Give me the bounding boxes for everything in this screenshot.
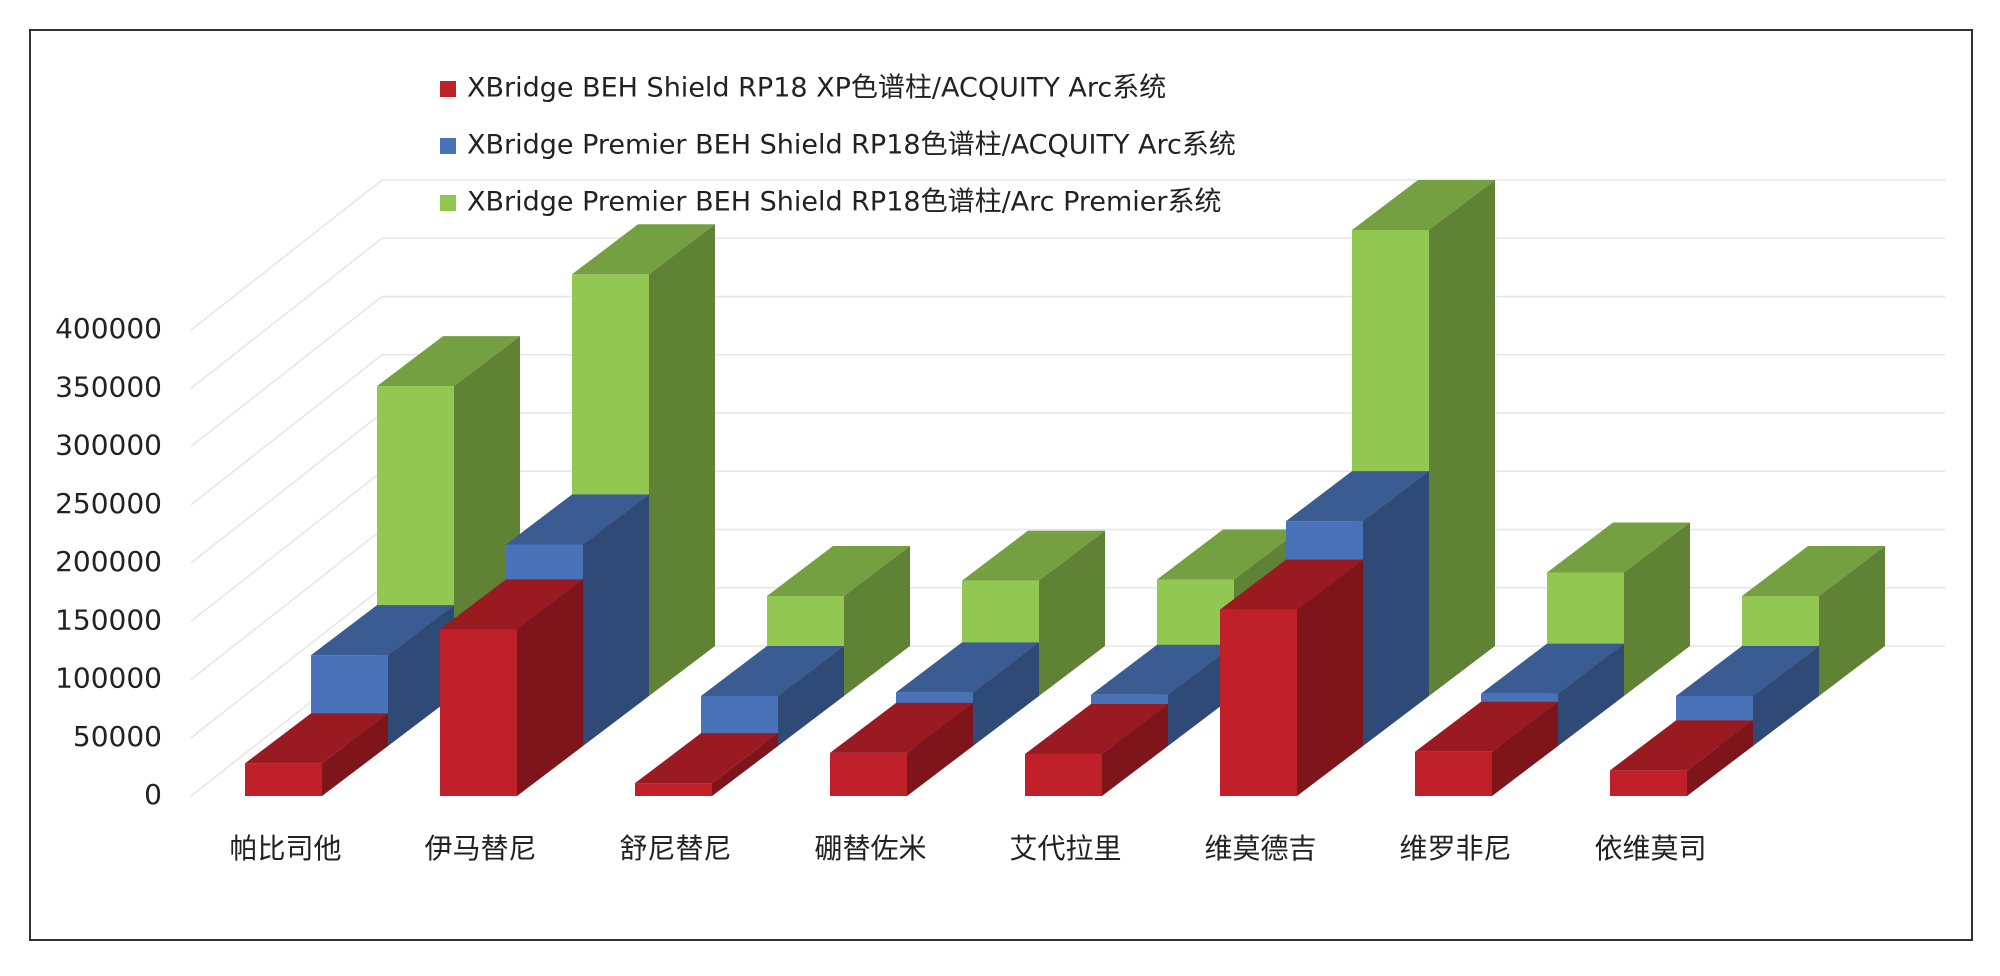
y-tick-label: 0 [144, 778, 162, 811]
bar-side [973, 642, 1039, 746]
bar [245, 713, 388, 796]
bar-side [1297, 559, 1363, 796]
bar-front [1610, 770, 1687, 796]
bar-top [1742, 546, 1885, 596]
bar-front [635, 783, 712, 796]
bar-front [830, 752, 907, 796]
bar-side [1753, 646, 1819, 746]
bar-top [830, 702, 973, 753]
bar-front [245, 763, 322, 796]
bar-side [1492, 701, 1558, 796]
bar-top [1676, 646, 1819, 696]
legend-marker [440, 195, 456, 211]
bar-top [1091, 644, 1234, 695]
x-tick-label: 维莫德吉 [1204, 832, 1316, 865]
bar-top [1157, 529, 1300, 580]
bar-side [1039, 530, 1105, 696]
bar-side [1102, 704, 1168, 796]
bar-top [245, 713, 388, 764]
x-tick-label: 硼替佐米 [814, 832, 926, 865]
legend-label: XBridge BEH Shield RP18 XP色谱柱/ACQUITY Ar… [467, 73, 1166, 104]
y-tick-label: 250000 [55, 487, 162, 520]
x-tick-label: 依维莫司 [1594, 832, 1706, 865]
bar [635, 733, 778, 796]
bar [1025, 704, 1168, 796]
bar-side [844, 546, 910, 696]
bar-side [1168, 644, 1234, 746]
bar-top [506, 494, 649, 545]
bar [1220, 559, 1363, 796]
bar-top [377, 336, 520, 387]
bar-top [767, 546, 910, 596]
y-tick-label: 100000 [55, 662, 162, 695]
bar-side [1819, 546, 1885, 696]
x-tick-label: 艾代拉里 [1009, 832, 1121, 865]
bar-side [907, 702, 973, 796]
bar-side [1558, 643, 1624, 746]
bar-side [778, 646, 844, 746]
bar-top [440, 579, 583, 630]
bar-side [1429, 180, 1495, 696]
bar-top [1286, 471, 1429, 522]
bar-front [440, 629, 517, 796]
y-tick-label: 150000 [55, 603, 162, 636]
bar [1415, 701, 1558, 796]
y-tick-label: 300000 [55, 429, 162, 462]
bar-side [1624, 522, 1690, 696]
bar-top [1547, 522, 1690, 573]
x-tick-label: 维罗非尼 [1399, 832, 1511, 865]
bar-side [1363, 471, 1429, 746]
bar-side [649, 224, 715, 696]
bar-side [517, 579, 583, 796]
bar-side [583, 494, 649, 746]
bar-front [1220, 609, 1297, 796]
legend-label: XBridge Premier BEH Shield RP18色谱柱/Arc P… [467, 187, 1222, 218]
bar [440, 579, 583, 796]
bar-top [1415, 701, 1558, 752]
bar-top [1610, 720, 1753, 771]
bar-top [1352, 180, 1495, 230]
x-tick-label: 舒尼替尼 [619, 832, 731, 865]
bar-side [322, 713, 388, 796]
bar-top [1220, 559, 1363, 610]
bar-top [572, 224, 715, 275]
bar-top [311, 605, 454, 656]
y-tick-label: 350000 [55, 370, 162, 403]
bar-top [1025, 704, 1168, 755]
legend-marker [440, 81, 456, 97]
y-tick-label: 400000 [55, 312, 162, 345]
y-tick-label: 50000 [73, 720, 162, 753]
bar-front [1415, 751, 1492, 796]
bar-side [1687, 720, 1753, 796]
bar-top [1481, 643, 1624, 694]
bar-top [635, 733, 778, 784]
bar [830, 702, 973, 796]
bar-top [962, 530, 1105, 581]
legend-label: XBridge Premier BEH Shield RP18色谱柱/ACQUI… [467, 130, 1236, 161]
x-tick-label: 帕比司他 [229, 832, 341, 865]
bar-side [712, 733, 778, 796]
bar [1610, 720, 1753, 796]
bar-top [896, 642, 1039, 693]
legend-marker [440, 138, 456, 154]
y-tick-label: 200000 [55, 545, 162, 578]
x-tick-label: 伊马替尼 [424, 832, 536, 865]
bar-top [701, 646, 844, 696]
bar-side [388, 605, 454, 746]
bar-front [1025, 754, 1102, 796]
chart-border [29, 29, 1973, 941]
